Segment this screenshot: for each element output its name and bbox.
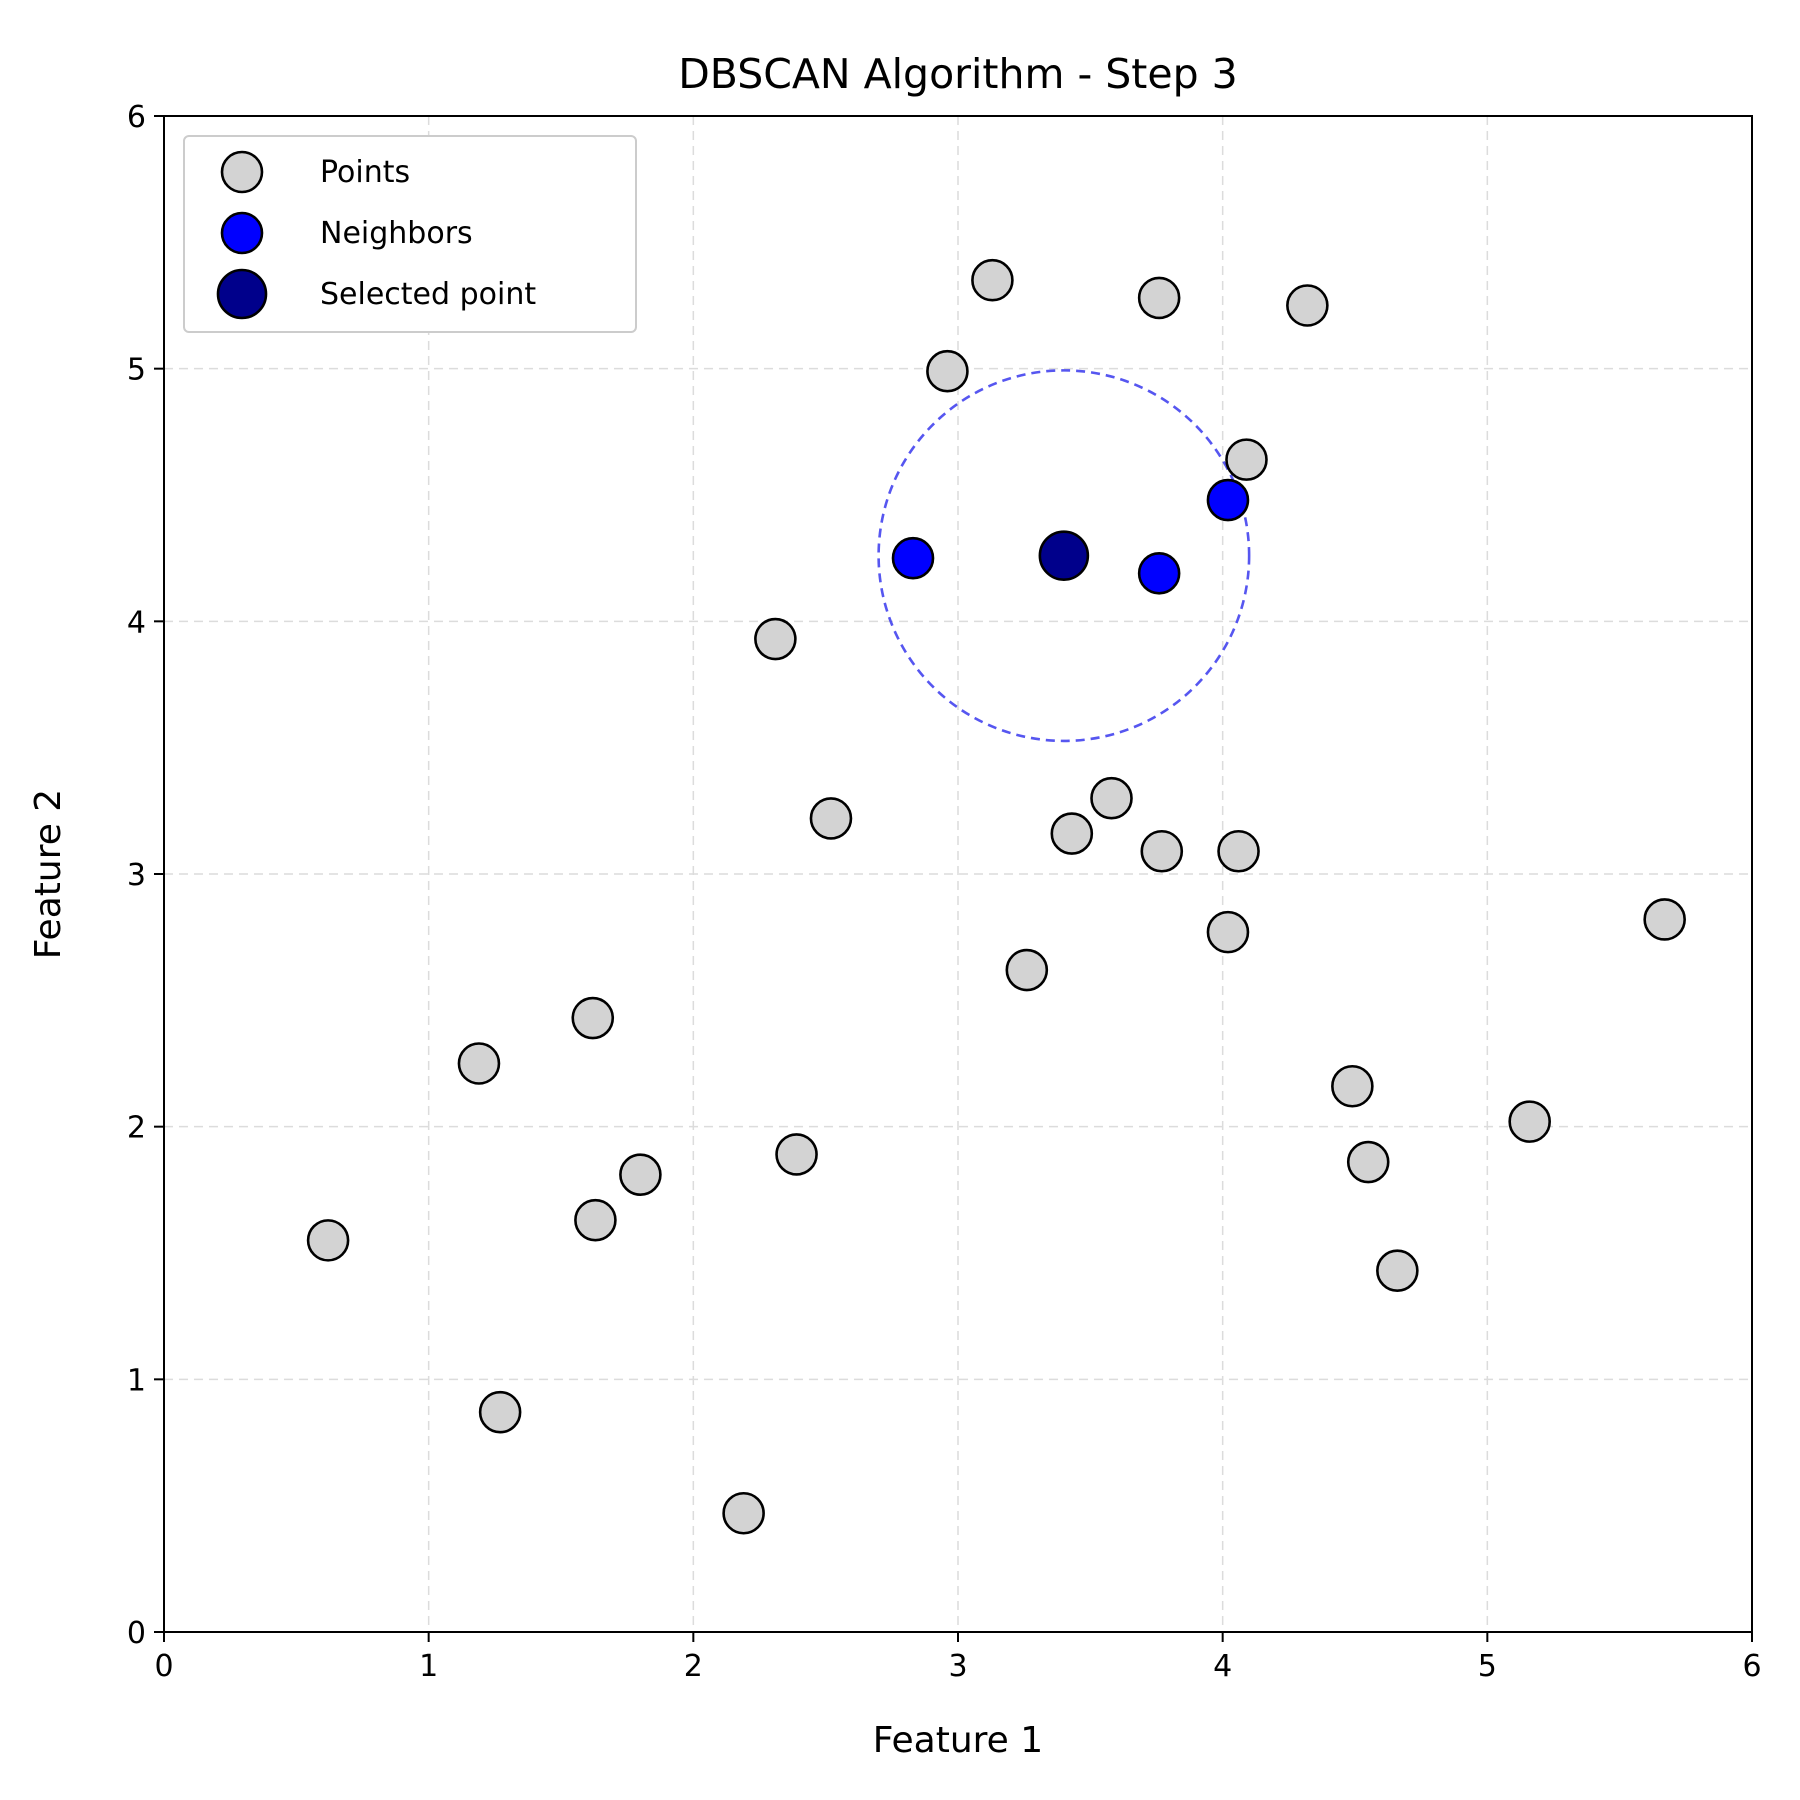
point	[775, 1133, 818, 1176]
legend-marker-point	[220, 150, 264, 194]
x-tick-label: 3	[948, 1649, 967, 1684]
legend-marker-neighbor-point	[220, 211, 264, 255]
point	[574, 1198, 617, 1242]
selected-point	[1038, 530, 1090, 581]
legend: Points Neighbors Selected point	[183, 135, 637, 333]
point	[1050, 812, 1094, 855]
y-tick-label: 2	[127, 1111, 146, 1146]
point	[926, 349, 969, 393]
x-axis-label: Feature 1	[873, 1720, 1043, 1761]
axis-ticks: 0 1 2 3 4 5 6 0 1 2 3 4 5 6	[127, 100, 1762, 1684]
epsilon-circle-layer	[877, 369, 1251, 743]
point	[1206, 910, 1250, 954]
x-tick-label: 0	[154, 1649, 173, 1684]
x-tick-label: 2	[684, 1649, 703, 1684]
x-tick-label: 1	[419, 1649, 438, 1684]
point	[1217, 829, 1260, 873]
point	[1090, 776, 1133, 820]
legend-marker-selected-point	[216, 268, 268, 320]
legend-label: Neighbors	[320, 216, 473, 251]
point	[1225, 438, 1268, 481]
y-tick-label: 4	[127, 605, 146, 640]
epsilon-circle	[877, 369, 1251, 743]
point	[971, 258, 1014, 302]
point	[1140, 829, 1184, 873]
point	[809, 797, 853, 840]
point	[1137, 276, 1181, 320]
point	[457, 1042, 501, 1085]
x-tick-label: 4	[1213, 1649, 1232, 1684]
grid	[164, 116, 1752, 1632]
point	[722, 1491, 765, 1535]
y-tick-label: 3	[127, 858, 146, 893]
neighbor-point	[1206, 478, 1250, 522]
point	[571, 996, 615, 1040]
point	[619, 1153, 662, 1196]
point	[1286, 284, 1329, 327]
neighbor-point	[1137, 552, 1181, 595]
y-tick-label: 0	[127, 1616, 146, 1651]
chart-title: DBSCAN Algorithm - Step 3	[678, 50, 1238, 98]
point	[478, 1390, 522, 1434]
point	[1346, 1140, 1390, 1184]
neighbor-point	[891, 536, 935, 580]
y-tick-label: 1	[127, 1363, 146, 1398]
y-tick-label: 5	[127, 353, 146, 388]
point	[306, 1219, 350, 1262]
legend-box	[183, 135, 637, 333]
point	[1331, 1064, 1374, 1108]
point	[1508, 1100, 1551, 1143]
point	[1005, 948, 1049, 992]
y-axis-label: Feature 2	[28, 789, 69, 959]
x-tick-label: 6	[1742, 1649, 1761, 1684]
point	[754, 617, 797, 661]
point	[1376, 1249, 1419, 1292]
legend-label: Selected point	[320, 277, 536, 312]
points-layer	[306, 258, 1686, 1535]
point	[1643, 898, 1686, 941]
legend-label: Points	[320, 155, 410, 190]
y-tick-label: 6	[127, 100, 146, 135]
x-tick-label: 5	[1478, 1649, 1497, 1684]
